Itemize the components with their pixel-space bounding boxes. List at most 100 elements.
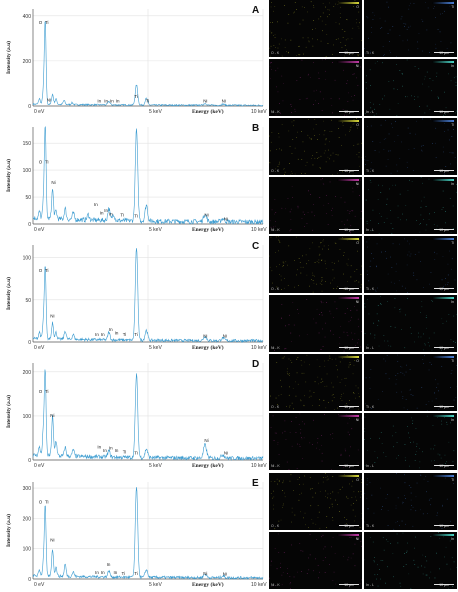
x-tick-label: 0 eV: [34, 345, 45, 351]
map-corner-label: Ni - K: [271, 346, 280, 350]
peak-annotation: Ni: [224, 216, 228, 221]
elemental-maps-a: O 10 µm O - K Ti 10 µm Ti - K Ni 10 µm Ni - K In 1…: [269, 0, 458, 118]
peak-annotation: In: [109, 327, 113, 332]
scale-bar-label: 10 µm: [344, 110, 354, 114]
element-map: In 10 µm In - L: [364, 177, 457, 234]
scale-bar-label: 10 µm: [439, 346, 449, 350]
spectrum-series: [32, 248, 264, 344]
elemental-maps-e: O 10 µm O - K Ti 10 µm Ti - K Ni 10 µm Ni - K In 1…: [269, 473, 458, 591]
map-signal-noise: [274, 296, 362, 352]
x-tick-label: 10 keV: [251, 582, 267, 588]
y-tick-label: 100: [23, 168, 32, 174]
panel-letter: B: [252, 123, 259, 134]
scale-bar: [339, 229, 359, 230]
map-signal-noise: [364, 59, 457, 116]
scale-bar-label: 10 µm: [344, 524, 354, 528]
spectrum-series: [32, 487, 264, 581]
map-colorbar: [432, 356, 454, 358]
map-signal-noise: [365, 354, 457, 411]
peak-annotation: In: [115, 448, 119, 453]
map-element-label: Ni: [355, 418, 359, 422]
x-tick-label: 5 keV: [149, 109, 162, 115]
scale-bar: [339, 406, 359, 407]
map-colorbar: [432, 415, 454, 417]
map-colorbar: [337, 238, 359, 240]
peak-annotation: Ti: [134, 214, 138, 219]
x-axis-label: Energy (keV): [192, 108, 224, 115]
peak-annotation: In: [116, 98, 120, 103]
map-signal-noise: [269, 413, 362, 470]
map-signal-noise: [364, 473, 454, 530]
element-map: O 10 µm O - K: [269, 473, 362, 530]
y-tick-label: 0: [28, 340, 31, 346]
peak-annotation: Ti: [134, 332, 138, 337]
map-element-label: O: [356, 123, 359, 127]
y-tick-label: 150: [23, 141, 32, 147]
map-colorbar: [337, 120, 359, 122]
peak-annotation: In: [97, 444, 101, 449]
element-map: O 10 µm O - K: [269, 354, 362, 411]
peak-annotation: In: [107, 562, 111, 567]
peak-annotation: In: [110, 98, 114, 103]
map-signal-noise: [364, 0, 454, 57]
peak-annotation: In: [115, 330, 119, 335]
peak-annotation: Ni: [203, 98, 207, 103]
eds-spectrum-chart: 0 50 100 0 eV 5 keV 10 keV Energy (keV) Intensi…: [5, 241, 267, 351]
scale-bar: [434, 584, 454, 585]
map-corner-label: In - L: [366, 464, 374, 468]
map-corner-label: Ni - K: [271, 464, 280, 468]
peak-annotation: Ni: [223, 334, 227, 339]
spectrum-panel-e: 0 100 200 300 0 eV 5 keV 10 keV Energy (keV) Int…: [0, 473, 268, 591]
scale-bar-label: 10 µm: [344, 169, 354, 173]
element-map: Ti 10 µm Ti - K: [364, 0, 457, 57]
element-map: Ti 10 µm Ti - K: [364, 118, 457, 175]
map-corner-label: O - K: [271, 287, 280, 291]
map-colorbar: [432, 179, 454, 181]
scale-bar-label: 10 µm: [344, 583, 354, 587]
peak-annotation: In: [95, 570, 99, 575]
elemental-maps-c: O 10 µm O - K Ti 10 µm Ti - K Ni 10 µm Ni - K In 1…: [269, 236, 458, 354]
element-map: Ti 10 µm Ti - K: [364, 354, 457, 411]
scale-bar-label: 10 µm: [439, 110, 449, 114]
x-tick-label: 5 keV: [149, 582, 162, 588]
spectrum-panel-a: 0 200 400 0 eV 5 keV 10 keV Energy (keV) Intens…: [0, 0, 268, 118]
spectrum-panel-d: 0 100 200 0 eV 5 keV 10 keV Energy (keV) Intens…: [0, 354, 268, 472]
scale-bar-label: 10 µm: [439, 405, 449, 409]
y-tick-label: 50: [25, 298, 31, 304]
y-tick-label: 200: [23, 516, 32, 522]
spectrum-series: [32, 21, 264, 107]
map-colorbar: [337, 297, 359, 299]
peak-annotation: Ti: [123, 332, 127, 337]
peak-annotation: Ti: [134, 451, 138, 456]
peak-annotation: Ni: [47, 97, 51, 102]
peak-annotation: In: [104, 208, 108, 213]
map-element-label: O: [356, 359, 359, 363]
x-axis-label: Energy (keV): [192, 226, 224, 233]
scale-bar: [339, 465, 359, 466]
element-map: Ti 10 µm Ti - K: [364, 473, 457, 530]
x-axis-label: Energy (keV): [192, 344, 224, 351]
peak-annotation: Ni: [50, 313, 54, 318]
scale-bar-label: 10 µm: [439, 524, 449, 528]
map-corner-label: O - K: [271, 51, 280, 55]
map-colorbar: [432, 534, 454, 536]
scale-bar-label: 10 µm: [439, 169, 449, 173]
map-corner-label: O - K: [271, 524, 280, 528]
y-axis-label: Intensity (a.u): [5, 159, 12, 192]
map-element-label: Ni: [355, 64, 359, 68]
peak-annotation: O: [39, 389, 43, 394]
peak-annotation: In: [103, 448, 107, 453]
peak-annotation: In: [97, 98, 101, 103]
map-corner-label: In - L: [366, 583, 374, 587]
x-tick-label: 10 keV: [251, 109, 267, 115]
peak-annotation: Ni: [50, 538, 54, 543]
element-map: O 10 µm O - K: [269, 0, 362, 57]
peak-annotation: In: [94, 202, 98, 207]
y-tick-label: 100: [23, 547, 32, 553]
eds-spectrum-chart: 0 50 100 150 0 eV 5 keV 10 keV Energy (keV) Inte…: [5, 123, 267, 233]
y-axis-label: Intensity (a.u): [5, 41, 12, 74]
peak-annotation: Ni: [224, 451, 228, 456]
map-corner-label: Ni - K: [271, 583, 280, 587]
map-colorbar: [337, 179, 359, 181]
map-element-label: In: [451, 182, 454, 186]
